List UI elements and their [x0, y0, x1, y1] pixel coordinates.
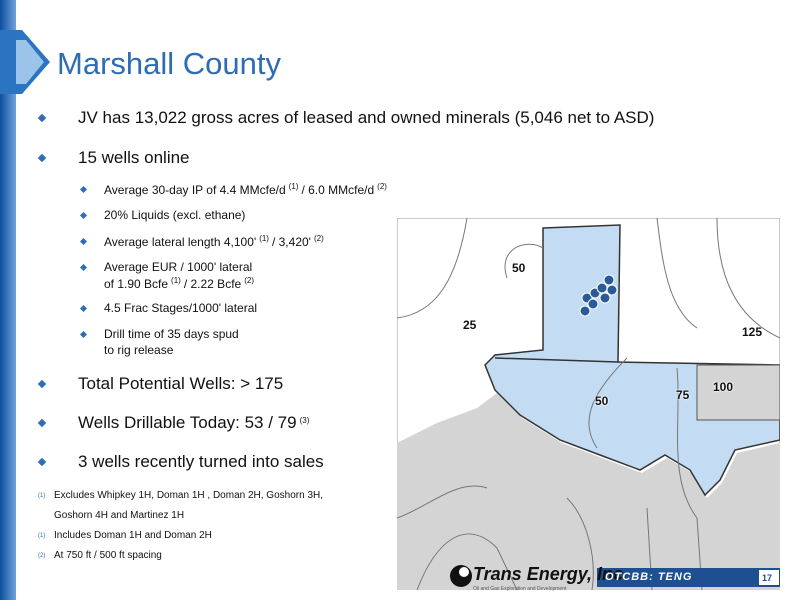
text: 20% Liquids (excl. ethane): [104, 208, 246, 222]
footnote-ref: (3): [299, 416, 310, 425]
map-label: 75: [676, 388, 690, 402]
map-label: 25: [463, 318, 477, 332]
text: 4.5 Frac Stages/1000' lateral: [104, 301, 258, 315]
sub-bullet: [79, 185, 88, 194]
text-line: Drill time of 35 days spud: [104, 327, 239, 341]
text: / 3,420': [271, 235, 311, 249]
text: to rig release: [104, 343, 174, 357]
sub-bullet: [79, 263, 88, 272]
footnote-ref: (2): [313, 234, 324, 243]
text-line: 20% Liquids (excl. ethane): [104, 208, 245, 222]
footnote-mark: (1): [38, 533, 46, 539]
tagline: Oil and Gas Exploration and Development: [473, 586, 567, 592]
company: Trans Energy, Inc.: [473, 564, 629, 584]
text: Drill time of 35 days spud: [104, 327, 239, 341]
map-label: 50: [595, 394, 609, 408]
footnote-text: Excludes Whipkey 1H, Doman 1H , Doman 2H…: [54, 490, 323, 501]
title: Marshall County: [57, 46, 281, 81]
text-line: JV has 13,022 gross acres of leased and …: [78, 108, 654, 128]
footer: [450, 565, 780, 587]
footnote-ref: (2): [377, 182, 387, 191]
text-line: Total Potential Wells: > 175: [78, 374, 283, 394]
text-line: 3 wells recently turned into sales: [78, 452, 324, 472]
map-label: 50: [512, 261, 526, 275]
text-line: to rig release: [104, 343, 173, 357]
footnote-ref: (1): [259, 234, 269, 243]
map-label: 125: [742, 325, 763, 339]
sub-bullet: [79, 237, 88, 246]
text: JV has 13,022 gross acres of leased and …: [78, 108, 655, 127]
side-decoration: [0, 0, 50, 600]
text: Average lateral length 4,100': [104, 235, 257, 249]
text: Average 30-day IP of 4.4 MMcfe/d: [104, 183, 286, 197]
page-number: 17: [762, 573, 773, 583]
footnote-text: Includes Doman 1H and Doman 2H: [54, 530, 212, 541]
text: Total Potential Wells: > 175: [78, 374, 284, 393]
footnote-mark: (2): [38, 553, 46, 559]
footnote-text: Goshorn 4H and Martinez 1H: [54, 510, 185, 521]
text: Wells Drillable Today: 53 / 79: [78, 413, 297, 432]
text-line: Average lateral length 4,100' (1)/ 3,420'…: [104, 234, 327, 249]
sub-bullet: [79, 211, 88, 220]
text-line: 15 wells online: [78, 148, 190, 168]
footnote-ref: (2): [244, 276, 254, 285]
text: / 2.22 Bcfe: [183, 277, 242, 291]
text: 3 wells recently turned into sales: [78, 452, 324, 471]
text-line: Average EUR / 1000' lateral: [104, 260, 252, 274]
ticker: OTCBB: TENG: [605, 571, 693, 583]
text-line: 4.5 Frac Stages/1000' lateral: [104, 301, 257, 315]
footnote-ref: (1): [171, 276, 181, 285]
text-line: Average 30-day IP of 4.4 MMcfe/d (1)/ 6.0…: [104, 182, 390, 197]
text: Average EUR / 1000' lateral: [104, 260, 253, 274]
footnote-mark: (1): [38, 493, 46, 499]
text-line: of 1.90 Bcfe (1)/ 2.22 Bcfe (2): [104, 276, 257, 291]
text: / 6.0 MMcfe/d: [301, 183, 375, 197]
sub-bullet: [79, 304, 88, 313]
map: [397, 218, 780, 590]
sub-bullet: [79, 330, 88, 339]
footnote-text: At 750 ft / 500 ft spacing: [54, 550, 162, 561]
text: 15 wells online: [78, 148, 190, 167]
map-label: 100: [713, 380, 734, 394]
text: of 1.90 Bcfe: [104, 277, 169, 291]
footnote-ref: (1): [288, 182, 299, 191]
text-line: Wells Drillable Today: 53 / 79 (3): [78, 413, 312, 433]
